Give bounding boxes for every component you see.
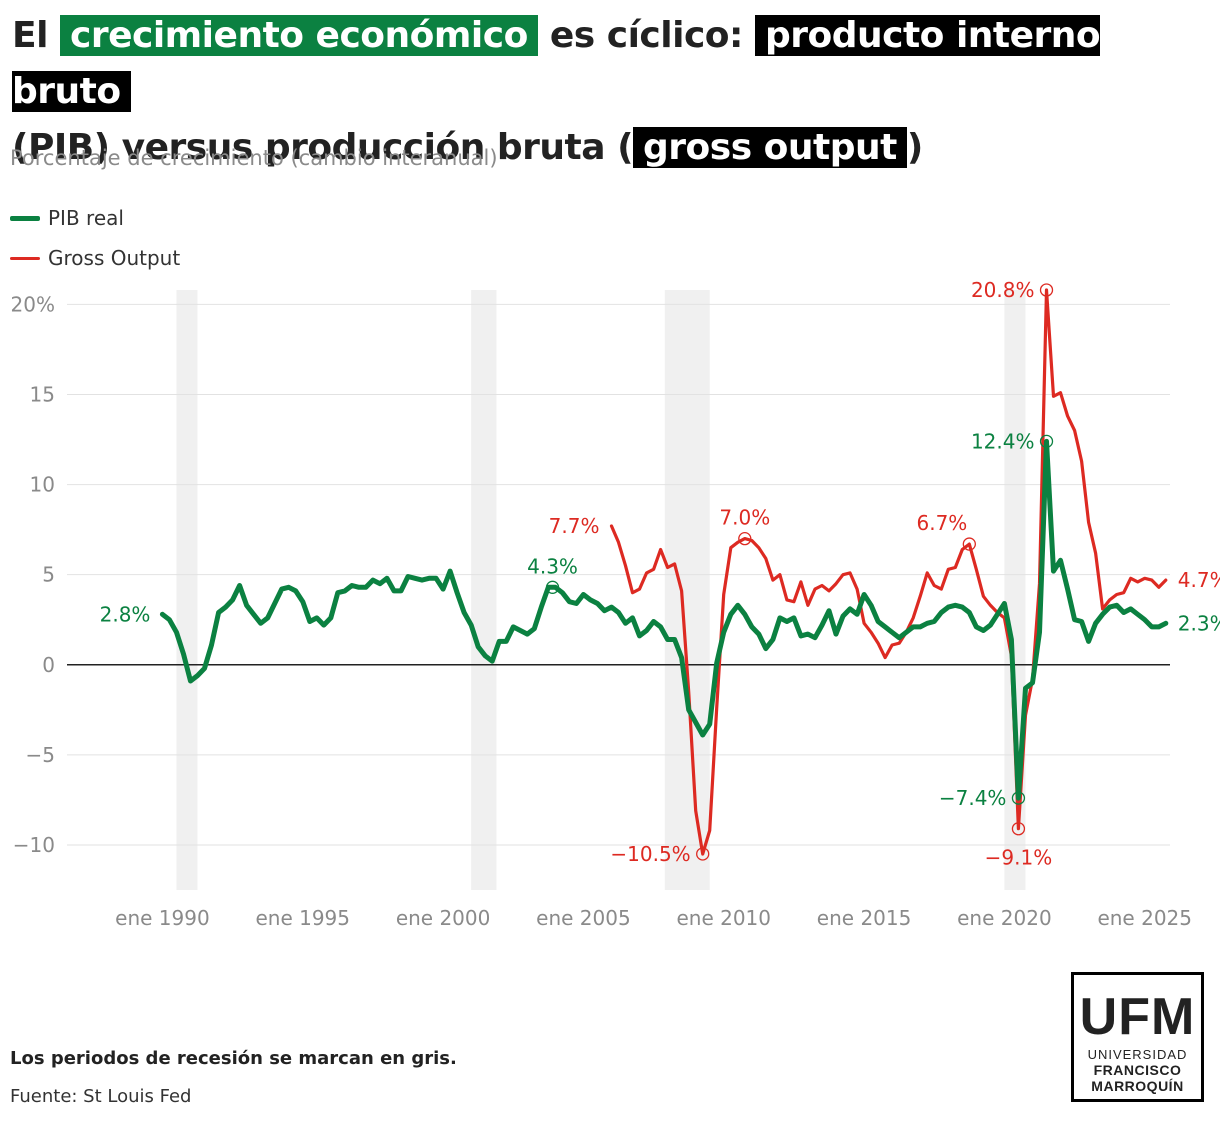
x-tick-label: ene 2005 xyxy=(536,906,631,930)
annotation-marker xyxy=(738,531,752,546)
annotation-marker xyxy=(1039,283,1054,297)
title-part-3: (PIB) versus producción bruta ( xyxy=(12,127,634,168)
data-label: −9.1% xyxy=(985,846,1053,870)
x-tick-label: ene 2020 xyxy=(957,906,1052,930)
x-tick-label: ene 2015 xyxy=(817,906,912,930)
y-tick-label: 5 xyxy=(42,563,55,587)
data-label: 2.3% xyxy=(1178,611,1220,635)
x-tick-label: ene 2010 xyxy=(676,906,771,930)
y-tick-label: 0 xyxy=(42,653,55,677)
annotation-marker xyxy=(1039,434,1054,449)
recession-band-3 xyxy=(1004,290,1026,890)
recession-band-0 xyxy=(176,290,198,890)
y-tick-label: 10 xyxy=(30,473,55,497)
legend-swatch-gdp xyxy=(10,215,40,221)
legend-label-gross-output: Gross Output xyxy=(48,246,181,270)
title-part-2: es cíclico: xyxy=(549,15,744,56)
data-label: 4.7% xyxy=(1178,568,1220,592)
logo-line-3: MARROQUÍN xyxy=(1091,1078,1184,1094)
x-tick-label: ene 2025 xyxy=(1097,906,1192,930)
source-note: Fuente: St Louis Fed xyxy=(10,1086,192,1107)
y-tick-label: −10 xyxy=(13,833,55,857)
annotation-marker xyxy=(1011,822,1026,836)
data-label: 6.7% xyxy=(917,511,968,535)
data-label: −7.4% xyxy=(939,786,1007,810)
data-label: 20.8% xyxy=(971,280,1035,302)
series-line-gross-output xyxy=(609,288,1168,856)
x-tick-label: ene 1990 xyxy=(115,906,210,930)
title-part-1: El xyxy=(12,15,48,56)
chart-subtitle: Porcentaje de crecimiento (cambio intera… xyxy=(10,146,498,170)
ufm-logo: UFM UNIVERSIDAD FRANCISCO MARROQUÍN xyxy=(1071,972,1204,1102)
annotation-marker xyxy=(962,537,976,551)
x-tick-label: ene 1995 xyxy=(255,906,350,930)
recession-band-1 xyxy=(471,290,497,890)
logo-line-2: FRANCISCO xyxy=(1093,1062,1182,1078)
line-chart: 20% 15 10 5 0 −5 −10 ene 1990 ene 1995 ene 2000 en… xyxy=(11,280,1220,930)
annotation-marker xyxy=(545,580,560,594)
legend-swatch-gross-output xyxy=(10,256,40,260)
data-label: −10.5% xyxy=(610,842,690,866)
logo-wordmark: UFM xyxy=(1079,988,1196,1046)
recession-band-2 xyxy=(664,290,710,890)
data-label: 12.4% xyxy=(971,429,1035,453)
title-part-4: ) xyxy=(906,127,923,168)
recession-note: Los periodos de recesión se marcan en gr… xyxy=(10,1048,457,1069)
chart-title: El crecimiento económico es cíclico: pro… xyxy=(12,8,1212,176)
y-tick-label: −5 xyxy=(26,743,55,767)
data-label: 7.7% xyxy=(549,514,600,538)
x-tick-label: ene 2000 xyxy=(396,906,491,930)
data-label: 7.0% xyxy=(719,506,770,530)
annotation-marker xyxy=(1011,791,1026,805)
legend-item-gdp: PIB real xyxy=(10,198,180,238)
legend: PIB real Gross Output xyxy=(10,198,180,278)
annotation-marker xyxy=(696,847,710,861)
legend-item-gross-output: Gross Output xyxy=(10,238,180,278)
logo-line-1: UNIVERSIDAD xyxy=(1087,1047,1188,1062)
legend-label-gdp: PIB real xyxy=(48,206,124,230)
data-label: 2.8% xyxy=(100,602,151,626)
title-highlight-economic-growth: crecimiento económico xyxy=(59,15,538,56)
y-tick-label: 20% xyxy=(11,292,55,316)
data-label: 4.3% xyxy=(527,554,578,578)
title-highlight-gross-output: gross output xyxy=(633,127,907,168)
series-line-gdp xyxy=(159,438,1169,801)
y-tick-label: 15 xyxy=(30,383,55,407)
